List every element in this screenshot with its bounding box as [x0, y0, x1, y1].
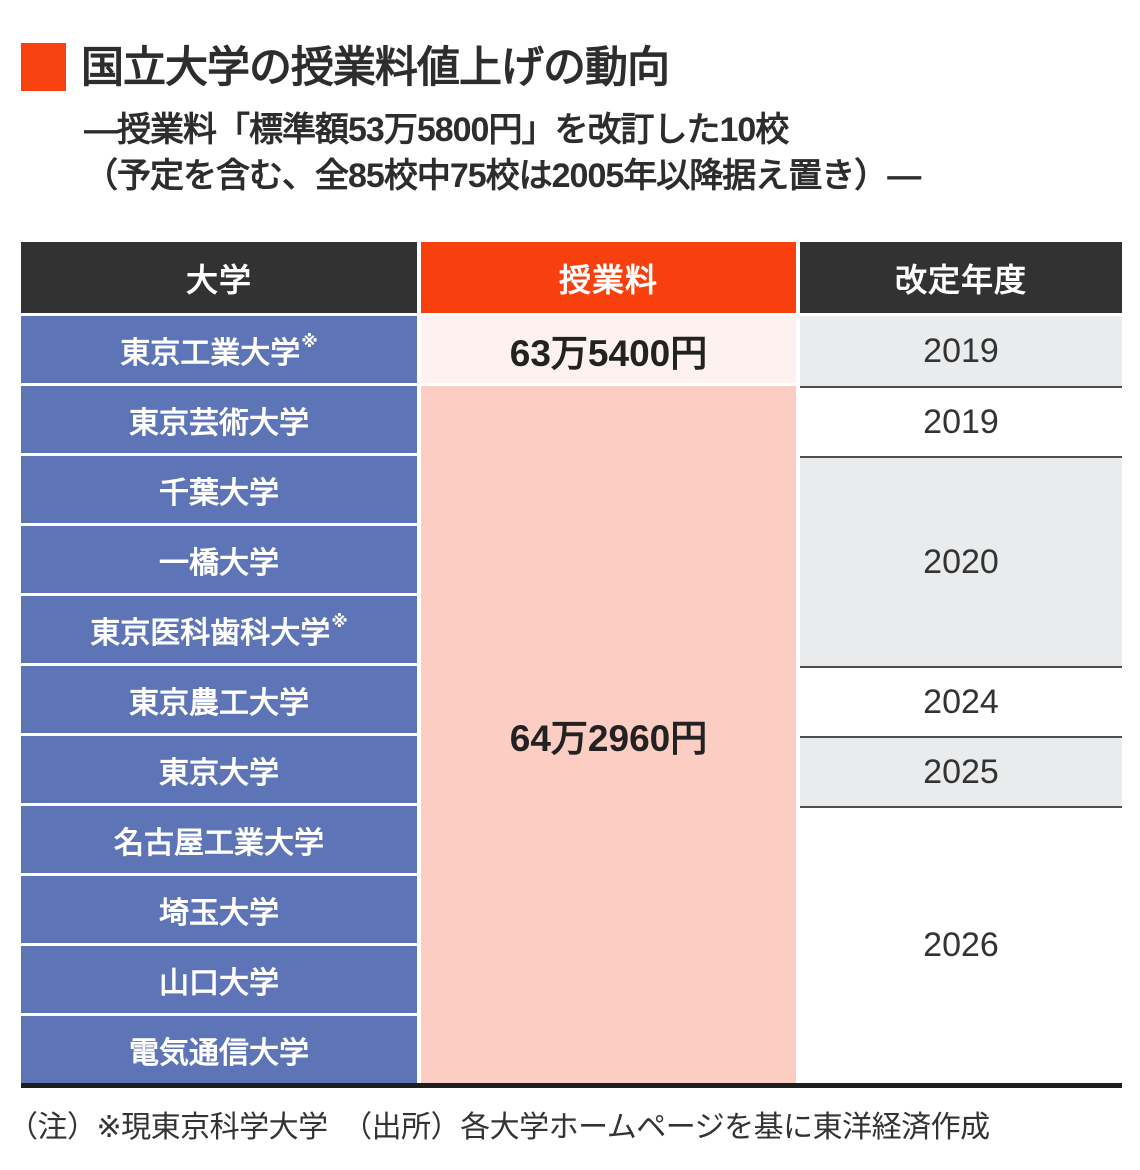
university-cell: 東京芸術大学 [21, 386, 417, 453]
university-name: 東京大学 [159, 756, 279, 790]
university-name: 東京工業大学 [120, 336, 301, 370]
revision-year-cell: 2024 [800, 666, 1122, 736]
tuition-value-first: 63万5400円 [421, 316, 796, 383]
revision-year-cell: 2019 [800, 386, 1122, 456]
university-cell: 山口大学 [21, 946, 417, 1013]
revision-year-cell: 2026 [800, 806, 1122, 1083]
university-name: 千葉大学 [159, 476, 279, 510]
tuition-column: 授業料 63万5400円 64万2960円 [421, 242, 796, 1083]
revision-year-cell: 2019 [800, 316, 1122, 386]
title-accent-square [21, 43, 66, 91]
university-name: 埼玉大学 [159, 896, 279, 930]
university-column: 大学 東京工業大学 ※ 東京芸術大学 千葉大学 一橋大学 東京医科歯科大学 ※ 東京農工大学東… [21, 242, 417, 1083]
subtitle-line-1: —授業料「標準額53万5800円」を改訂した10校 [84, 111, 789, 149]
university-name: 山口大学 [159, 966, 279, 1000]
title-block: 国立大学の授業料値上げの動向 [21, 43, 670, 93]
university-cell: 東京大学 [21, 736, 417, 803]
revision-year-cell: 2025 [800, 736, 1122, 806]
year-column: 改定年度 2019 2019 2020 2024 2025 2026 [800, 242, 1122, 1083]
university-cell: 電気通信大学 [21, 1016, 417, 1083]
university-cell: 東京医科歯科大学 ※ [21, 596, 417, 663]
tuition-table: 大学 東京工業大学 ※ 東京芸術大学 千葉大学 一橋大学 東京医科歯科大学 ※ 東京農工大学東… [21, 242, 1122, 1083]
tuition-value-merged: 64万2960円 [421, 386, 796, 1083]
page-subtitle: —授業料「標準額53万5800円」を改訂した10校 （予定を含む、全85校中75… [84, 107, 921, 199]
university-cell: 東京農工大学 [21, 666, 417, 733]
university-column-header: 大学 [21, 242, 417, 313]
university-cell: 名古屋工業大学 [21, 806, 417, 873]
year-cells: 2019 2019 2020 2024 2025 2026 [800, 316, 1122, 1083]
university-name: 一橋大学 [159, 546, 279, 580]
page-title: 国立大学の授業料値上げの動向 [81, 44, 670, 92]
university-cell: 埼玉大学 [21, 876, 417, 943]
university-cell: 一橋大学 [21, 526, 417, 593]
university-name: 東京農工大学 [129, 686, 309, 720]
subtitle-line-2: （予定を含む、全85校中75校は2005年以降据え置き）— [84, 157, 921, 195]
university-name: 電気通信大学 [129, 1036, 309, 1070]
university-cell: 東京工業大学 ※ [21, 316, 417, 383]
table-bottom-rule [21, 1083, 1122, 1088]
university-cell: 千葉大学 [21, 456, 417, 523]
tuition-column-header: 授業料 [421, 242, 796, 313]
university-cells: 東京工業大学 ※ 東京芸術大学 千葉大学一橋大学東京医科歯科大学 ※ 東京農工大学 東京大学… [21, 313, 417, 1083]
year-column-header: 改定年度 [800, 242, 1122, 313]
university-name: 名古屋工業大学 [114, 826, 324, 860]
source-note: （注）※現東京科学大学 （出所）各大学ホームページを基に東洋経済作成 [8, 1111, 990, 1144]
revision-year-cell: 2020 [800, 456, 1122, 666]
university-name: 東京医科歯科大学 [90, 616, 331, 650]
university-name: 東京芸術大学 [129, 406, 309, 440]
